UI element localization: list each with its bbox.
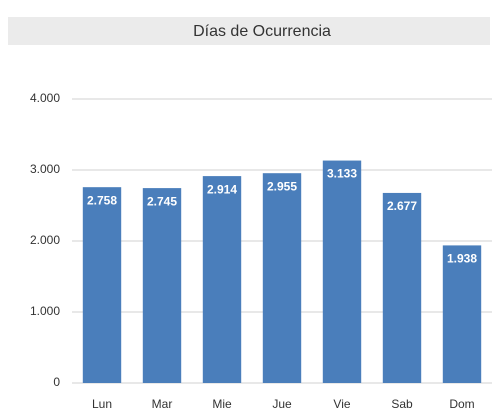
x-tick-label: Mie bbox=[212, 397, 232, 411]
y-tick-label: 2.000 bbox=[30, 233, 60, 247]
y-tick-label: 1.000 bbox=[30, 304, 60, 318]
y-tick-label: 3.000 bbox=[30, 162, 60, 176]
value-label: 1.938 bbox=[447, 252, 477, 266]
x-tick-label: Jue bbox=[272, 397, 292, 411]
bar bbox=[262, 173, 302, 383]
bar bbox=[322, 160, 362, 383]
y-tick-label: 4.000 bbox=[30, 91, 60, 105]
title-band bbox=[8, 17, 490, 45]
value-label: 2.955 bbox=[267, 179, 297, 193]
value-label: 3.133 bbox=[327, 167, 357, 181]
bar bbox=[202, 176, 242, 383]
value-label: 2.758 bbox=[87, 193, 117, 207]
x-tick-label: Lun bbox=[92, 397, 112, 411]
bar bbox=[142, 188, 182, 383]
x-tick-label: Vie bbox=[333, 397, 350, 411]
x-tick-label: Dom bbox=[449, 397, 474, 411]
x-tick-label: Mar bbox=[152, 397, 173, 411]
y-tick-label: 0 bbox=[53, 375, 60, 389]
value-label: 2.914 bbox=[207, 182, 237, 196]
value-label: 2.745 bbox=[147, 194, 177, 208]
bar bbox=[382, 192, 422, 383]
x-tick-label: Sab bbox=[391, 397, 413, 411]
value-label: 2.677 bbox=[387, 199, 417, 213]
bar bbox=[442, 245, 482, 383]
chart-title: Días de Ocurrencia bbox=[193, 23, 331, 40]
bar bbox=[82, 187, 122, 383]
